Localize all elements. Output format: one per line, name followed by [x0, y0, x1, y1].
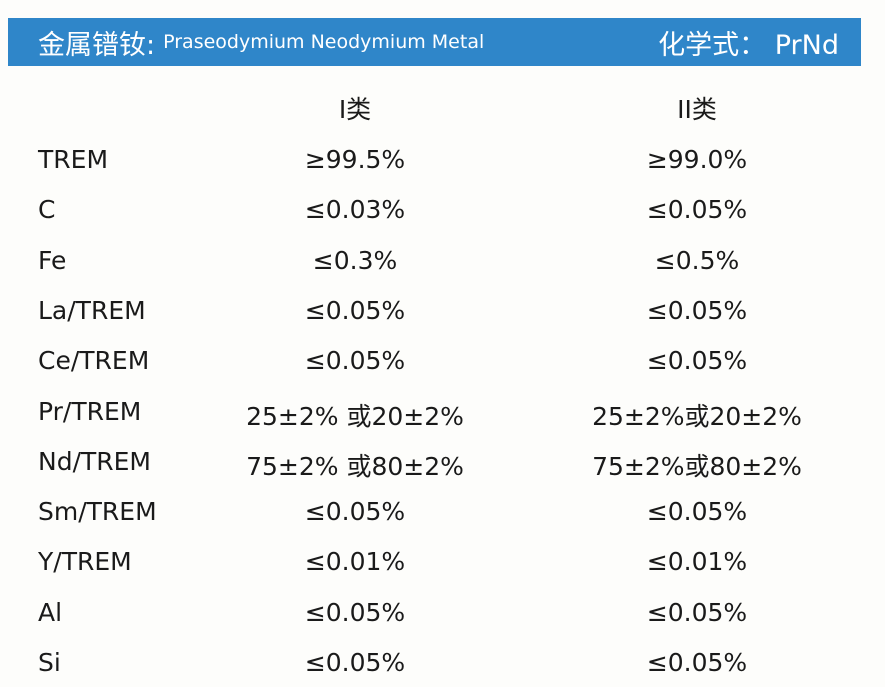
value-cell: 25±2%或20±2% [592, 401, 802, 431]
item-cell: TREM [38, 145, 109, 174]
value-cell: ≤0.05% [646, 295, 748, 325]
value-cell: ≤0.05% [646, 648, 748, 677]
item-cell: C [38, 195, 56, 225]
column-header: I类 [338, 95, 372, 124]
column-header: II类 [677, 95, 717, 124]
formula: 化学式： PrNd [658, 29, 839, 61]
item-cell: La/TREM [38, 295, 146, 325]
title-en: Praseodymium Neodymium Metal [163, 31, 485, 53]
value-cell: ≤0.05% [646, 195, 748, 225]
value-cell: ≤0.05% [304, 346, 406, 376]
value-cell: 25±2% 或20±2% [246, 401, 464, 431]
value-cell: ≤0.01% [646, 547, 748, 577]
item-cell: Si [38, 648, 61, 677]
value-cell: ≤0.05% [304, 497, 406, 527]
value-cell: ≤0.05% [646, 497, 748, 527]
item-cell: Nd/TREM [38, 446, 152, 476]
value-cell: ≤0.01% [304, 547, 406, 577]
value-cell: ≤0.3% [312, 245, 398, 275]
item-cell: Fe [38, 245, 67, 275]
value-cell: ≤0.05% [304, 648, 406, 677]
value-cell: 75±2%或80±2% [592, 451, 802, 481]
item-cell: Ce/TREM [38, 346, 150, 376]
value-cell: ≤0.05% [304, 295, 406, 325]
value-cell: ≤0.05% [304, 597, 406, 627]
item-cell: Pr/TREM [38, 396, 142, 426]
value-cell: ≤0.05% [646, 597, 748, 627]
value-cell: ≥99.0% [646, 145, 748, 174]
value-cell: ≤0.03% [304, 195, 406, 225]
value-cell: 75±2% 或80±2% [246, 451, 464, 481]
title-cn: 金属镨钕: [38, 29, 156, 61]
item-cell: Sm/TREM [38, 497, 157, 527]
value-cell: ≤0.05% [646, 346, 748, 376]
item-cell: Al [38, 597, 63, 627]
value-cell: ≥99.5% [304, 145, 406, 174]
item-cell: Y/TREM [38, 547, 132, 577]
header-bar: 金属镨钕: Praseodymium Neodymium Metal 化学式： … [8, 18, 861, 66]
value-cell: ≤0.5% [654, 245, 740, 275]
